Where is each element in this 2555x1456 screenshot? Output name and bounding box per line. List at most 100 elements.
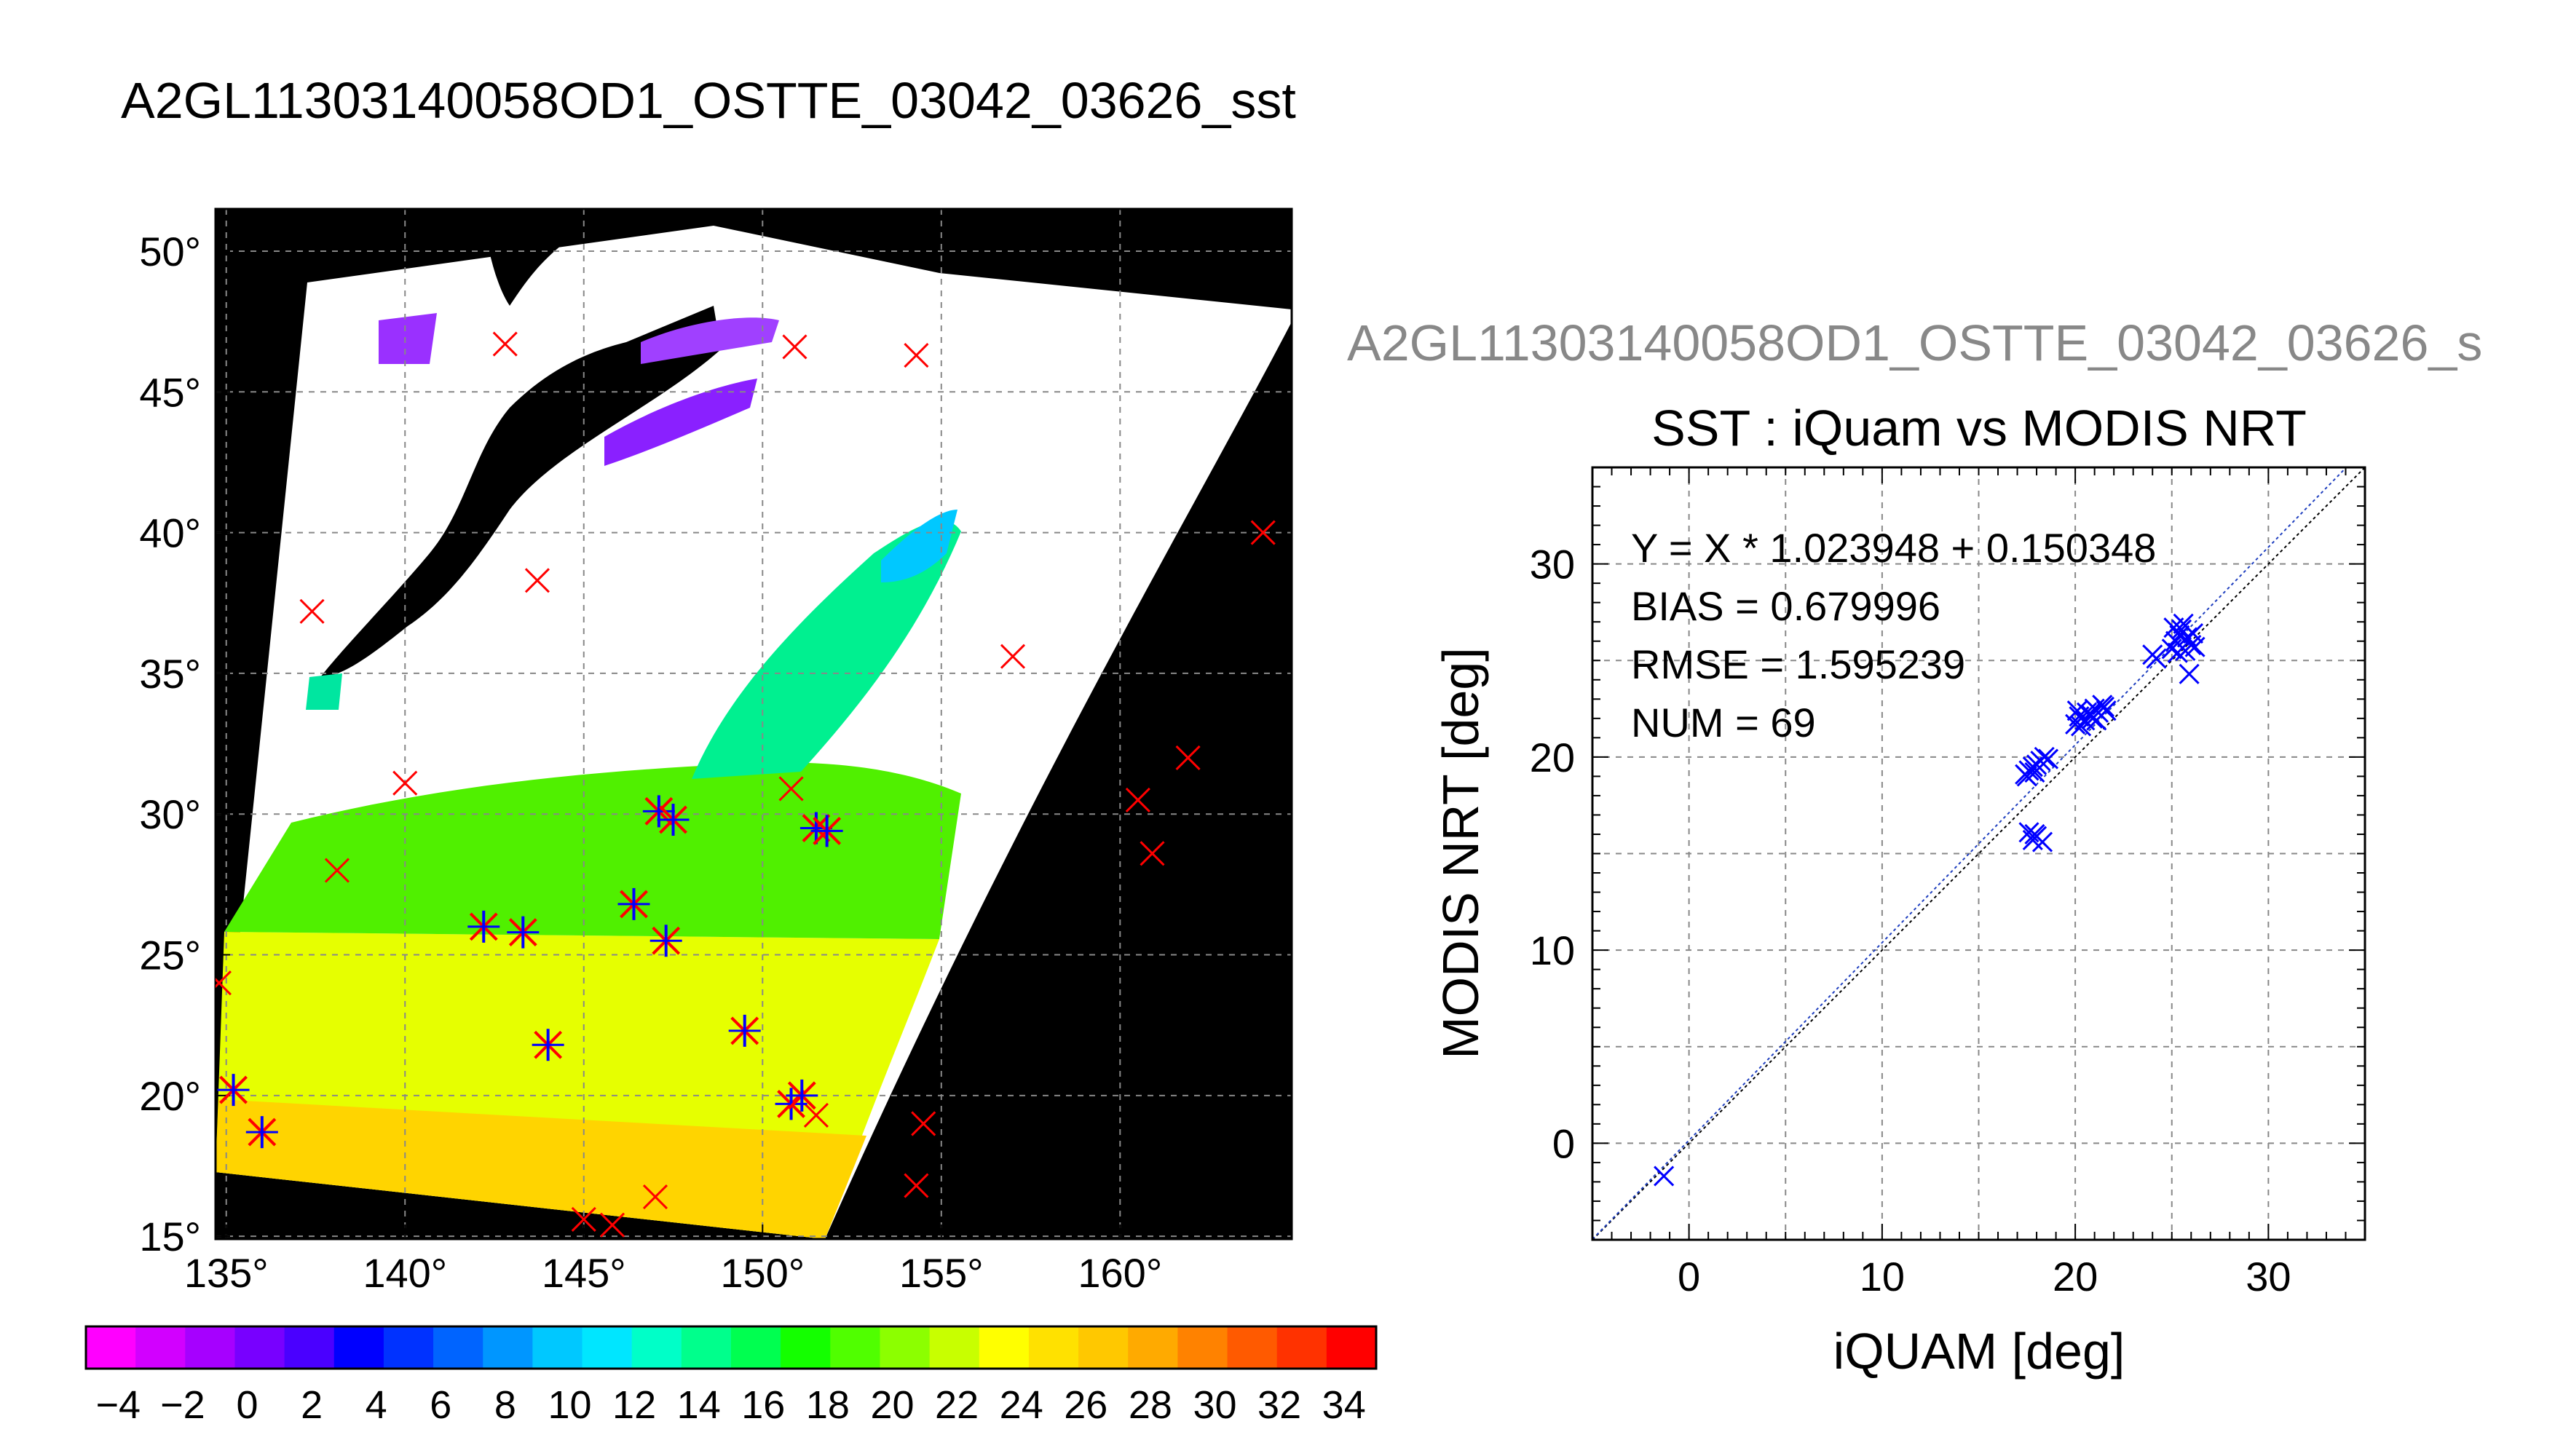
insitu-marker (911, 1111, 936, 1136)
scatter-point (2066, 700, 2088, 721)
insitu-marker (216, 970, 232, 996)
colorbar-tick-label: 20 (870, 1383, 914, 1427)
colorbar-cell (1227, 1326, 1278, 1369)
scatter-gridlines (1592, 467, 2365, 1240)
colorbar-tick-label: 24 (1000, 1383, 1043, 1427)
matched-marker (786, 1079, 818, 1112)
scatter-stat-line: NUM = 69 (1631, 700, 1816, 745)
scatter-point (1654, 1166, 1675, 1187)
okhotsk-purple (604, 379, 757, 466)
map-x-tick-label: 145° (542, 1250, 626, 1296)
insitu-marker (492, 331, 518, 357)
scatter-point (2086, 710, 2107, 731)
sst-green-band (224, 762, 961, 939)
colorbar-tick-label: 26 (1064, 1383, 1107, 1427)
scatter-point (2163, 617, 2184, 638)
map-x-tick-label: 140° (363, 1250, 447, 1296)
colorbar-tick-label: 2 (301, 1383, 323, 1427)
insitu-marker (324, 858, 350, 883)
colorbar-tick-label: −4 (96, 1383, 141, 1427)
matched-marker (507, 916, 540, 949)
colorbar-cell (582, 1326, 633, 1369)
map-x-tick-label: 160° (1078, 1250, 1162, 1296)
colorbar-cell (1276, 1326, 1327, 1369)
map-x-tick-label: 155° (899, 1250, 984, 1296)
scatter-x-tick-label: 20 (2053, 1254, 2098, 1299)
map-y-tick-labels: 15° 20° 25° 30° 35° 40° 45° 50° (139, 229, 230, 1259)
scatter-stat-line: RMSE = 1.595239 (1631, 641, 1965, 687)
colorbar-cell (830, 1326, 881, 1369)
colorbar-cell (483, 1326, 533, 1369)
insitu-marker (904, 1173, 929, 1198)
map-y-tick-label: 15° (139, 1214, 201, 1259)
colorbar-cell (631, 1326, 682, 1369)
insitu-marker (392, 770, 418, 796)
colorbar-tick-label: 30 (1193, 1383, 1236, 1427)
map-x-tick-labels: 135° 140° 145° 150° 155° 160° (184, 1224, 1162, 1296)
insitu-marker (803, 1102, 829, 1128)
scatter-lines (1592, 467, 2365, 1240)
colorbar-tick-label: 0 (236, 1383, 258, 1427)
colorbar-cell (333, 1326, 384, 1369)
okhotsk-purple-2 (641, 317, 779, 364)
sst-hot-band (216, 1099, 866, 1239)
matched-marker (728, 1014, 761, 1047)
hokkaido-purple (379, 313, 437, 364)
colorbar-tick-label: 10 (548, 1383, 591, 1427)
map-x-tick-label: 150° (720, 1250, 805, 1296)
scatter-point (2179, 663, 2200, 684)
colorbar-cell (781, 1326, 831, 1369)
colorbar-tick-label: 14 (677, 1383, 721, 1427)
colorbar-cell (1128, 1326, 1178, 1369)
colorbar-tick-label: 12 (612, 1383, 656, 1427)
matched-marker (649, 925, 682, 957)
colorbar-cell (1028, 1326, 1079, 1369)
colorbar-cells (86, 1326, 1377, 1369)
map-y-tick-label: 45° (139, 369, 201, 415)
scatter-point (2146, 648, 2167, 669)
sakhalin-land (481, 209, 568, 306)
map-y-tick-label: 35° (139, 651, 201, 697)
matched-marker (467, 910, 500, 943)
scatter-subtitle: A2GL11303140058OD1_OSTTE_03042_03626_s (1347, 314, 2482, 371)
insitu-marker (299, 598, 325, 624)
colorbar-cell (86, 1326, 136, 1369)
sst-cyan-plume (692, 521, 961, 779)
insitu-marker (599, 1212, 625, 1238)
colorbar-tick-label: 32 (1257, 1383, 1301, 1427)
colorbar-cell (383, 1326, 434, 1369)
identity-line (1592, 467, 2365, 1240)
map-frame (214, 207, 1293, 1241)
insitu-marker (524, 568, 550, 593)
scatter-point (2167, 642, 2188, 663)
sst-map-panel: 135° 140° 145° 150° 155° 160° 15° 20° 25° 30° 35°… (139, 207, 1293, 1296)
colorbar-cell (185, 1326, 236, 1369)
map-x-tick-label: 135° (184, 1250, 269, 1296)
colorbar-tick-label: 22 (935, 1383, 979, 1427)
east-boso-cyan (306, 673, 342, 710)
insitu-marker (782, 334, 807, 360)
colorbar-tick-label: 16 (741, 1383, 785, 1427)
scatter-point (2071, 716, 2092, 737)
colorbar-tick-label: 28 (1129, 1383, 1172, 1427)
colorbar-cell (433, 1326, 483, 1369)
colorbar-tick-label: 18 (806, 1383, 850, 1427)
colorbar-cell (1177, 1326, 1228, 1369)
colorbar-cell (1078, 1326, 1129, 1369)
colorbar-cell (681, 1326, 732, 1369)
insitu-marker (571, 1206, 596, 1232)
map-markers (216, 331, 1276, 1238)
scatter-point (2024, 762, 2045, 783)
insitu-marker (1000, 644, 1026, 669)
colorbar-cell (234, 1326, 285, 1369)
insitu-marker (904, 342, 929, 368)
regression-line (1592, 467, 2347, 1240)
colorbar-cell (532, 1326, 583, 1369)
colorbar-cell (731, 1326, 781, 1369)
insitu-marker (778, 776, 804, 802)
scatter-ticks: 0 10 20 30 0 10 20 30 (1530, 467, 2366, 1299)
colorbar-tick-labels: −4 −2 0 2 4 6 8 10 12 14 16 18 20 22 24 26 28 30 32 34 (96, 1383, 1366, 1427)
scatter-stat-line: Y = X * 1.023948 + 0.150348 (1631, 525, 2156, 571)
scatter-x-tick-label: 30 (2246, 1254, 2291, 1299)
colorbar-cell (135, 1326, 186, 1369)
